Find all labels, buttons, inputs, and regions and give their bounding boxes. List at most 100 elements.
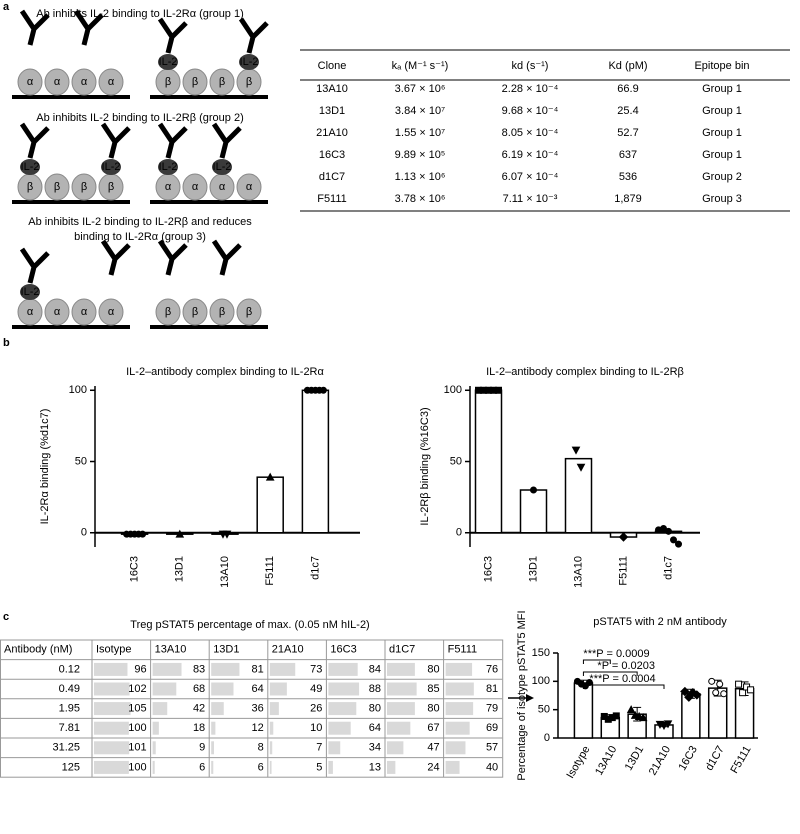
data-bar bbox=[387, 662, 415, 676]
table-cell: 96 bbox=[134, 663, 146, 675]
data-point bbox=[319, 386, 327, 394]
data-bar bbox=[94, 741, 130, 755]
table-cell: 36 bbox=[252, 703, 264, 715]
panel-label: a bbox=[3, 1, 10, 13]
table-cell: 16C3 bbox=[319, 149, 345, 161]
table-cell: 25.4 bbox=[617, 105, 638, 117]
table-cell: 12 bbox=[252, 722, 264, 734]
data-bar bbox=[94, 682, 130, 696]
receptor-label: α bbox=[81, 306, 88, 318]
y-axis-label: Percentage of isotype pSTAT5 MFI bbox=[516, 610, 528, 780]
table-cell: 0.12 bbox=[59, 663, 80, 675]
data-point bbox=[735, 680, 743, 688]
il2 bbox=[239, 54, 259, 70]
table-cell: 8.05 × 10⁻⁴ bbox=[502, 127, 559, 139]
table-header: kₐ (M⁻¹ s⁻¹) bbox=[392, 60, 449, 72]
data-bar bbox=[211, 682, 234, 696]
table-cell: 8 bbox=[258, 742, 264, 754]
data-bar bbox=[269, 741, 273, 755]
table-cell: 64 bbox=[369, 722, 381, 734]
receptor bbox=[236, 298, 262, 326]
table-cell: 80 bbox=[427, 663, 439, 675]
data-bar bbox=[445, 682, 474, 696]
table-header: Isotype bbox=[96, 644, 131, 656]
data-point bbox=[222, 530, 232, 539]
table-cell: 2.28 × 10⁻⁴ bbox=[502, 83, 559, 95]
il2-label: IL-2 bbox=[159, 56, 178, 68]
table-cell: 68 bbox=[193, 683, 205, 695]
data-point bbox=[692, 690, 702, 700]
table-cell: d1C7 bbox=[319, 171, 345, 183]
table-cell: Group 1 bbox=[702, 83, 742, 95]
table-cell: 1,879 bbox=[614, 193, 642, 205]
receptor bbox=[182, 298, 208, 326]
data-point bbox=[265, 472, 275, 481]
receptor bbox=[209, 68, 235, 96]
receptor-label: α bbox=[108, 306, 115, 318]
table-title: Treg pSTAT5 percentage of max. (0.05 nM … bbox=[130, 619, 369, 631]
x-tick-label: F5111 bbox=[264, 556, 276, 586]
diagram-caption: Ab inhibits IL-2 binding to IL-2Rα (grou… bbox=[36, 8, 244, 20]
data-bar bbox=[152, 682, 177, 696]
x-tick-label: F5111 bbox=[617, 556, 629, 586]
bar bbox=[519, 489, 548, 534]
il2-label: IL-2 bbox=[240, 56, 259, 68]
il2-label: IL-2 bbox=[21, 161, 40, 173]
data-point bbox=[663, 720, 673, 729]
table-cell: 7 bbox=[316, 742, 322, 754]
chart-title: pSTAT5 with 2 nM antibody bbox=[593, 616, 727, 628]
table-cell: F5111 bbox=[317, 193, 347, 205]
data-bar bbox=[328, 682, 360, 696]
table-cell: 66.9 bbox=[617, 83, 638, 95]
table-cell: 1.13 × 10⁶ bbox=[395, 171, 446, 183]
data-bar bbox=[387, 760, 396, 774]
table-cell: 64 bbox=[252, 683, 264, 695]
receptor bbox=[44, 173, 70, 201]
il2 bbox=[20, 284, 40, 300]
table-cell: 42 bbox=[193, 703, 205, 715]
data-point bbox=[175, 529, 185, 538]
table-cell: 67 bbox=[427, 722, 439, 734]
x-tick-label: d1c7 bbox=[662, 556, 674, 580]
table-cell: 13 bbox=[369, 761, 381, 773]
data-bar bbox=[152, 741, 156, 755]
data-bar bbox=[445, 721, 470, 735]
table-cell: Group 2 bbox=[702, 171, 742, 183]
table-cell: 83 bbox=[193, 663, 205, 675]
table-cell: 81 bbox=[252, 663, 264, 675]
table-cell: 3.84 × 10⁷ bbox=[395, 105, 445, 117]
table-cell: 1.55 × 10⁷ bbox=[395, 127, 445, 139]
table-cell: 102 bbox=[128, 683, 146, 695]
table-cell: 79 bbox=[486, 703, 498, 715]
y-axis-label: IL-2Rα binding (%d1c7) bbox=[39, 409, 51, 525]
receptor bbox=[98, 68, 124, 96]
data-bar bbox=[211, 760, 214, 774]
bar bbox=[573, 682, 594, 739]
table-cell: 52.7 bbox=[617, 127, 638, 139]
antibody bbox=[19, 9, 50, 46]
table-cell: 24 bbox=[427, 761, 439, 773]
data-point bbox=[708, 677, 716, 685]
table-header: 13A10 bbox=[155, 644, 187, 656]
table-header: 13D1 bbox=[213, 644, 239, 656]
antibody bbox=[211, 122, 242, 159]
membrane bbox=[150, 200, 268, 204]
table-header: 21A10 bbox=[272, 644, 304, 656]
receptor bbox=[17, 68, 43, 96]
il2-label: IL-2 bbox=[21, 286, 40, 298]
data-bar bbox=[152, 721, 159, 735]
chart-title: IL-2–antibody complex binding to IL-2Rα bbox=[126, 366, 324, 378]
il2-label: IL-2 bbox=[213, 161, 232, 173]
receptor-label: β bbox=[192, 306, 198, 318]
x-tick-label: 16C3 bbox=[482, 556, 494, 582]
y-tick-label: 0 bbox=[81, 527, 87, 539]
data-bar bbox=[94, 721, 129, 735]
table-cell: 536 bbox=[619, 171, 637, 183]
data-bar bbox=[152, 662, 182, 676]
membrane bbox=[12, 95, 130, 99]
data-bar bbox=[328, 760, 333, 774]
data-point bbox=[618, 532, 629, 542]
table-cell: 100 bbox=[128, 722, 146, 734]
il2-label: IL-2 bbox=[102, 161, 121, 173]
